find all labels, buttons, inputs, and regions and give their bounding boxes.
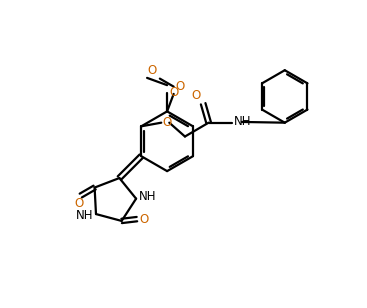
- Text: O: O: [139, 213, 148, 226]
- Text: O: O: [75, 197, 84, 210]
- Text: NH: NH: [76, 209, 93, 222]
- Text: NH: NH: [139, 190, 156, 203]
- Text: O: O: [163, 116, 172, 129]
- Text: O: O: [191, 89, 200, 102]
- Text: NH: NH: [233, 116, 251, 128]
- Text: O: O: [169, 86, 178, 99]
- Text: O: O: [175, 80, 184, 93]
- Text: O: O: [148, 64, 157, 77]
